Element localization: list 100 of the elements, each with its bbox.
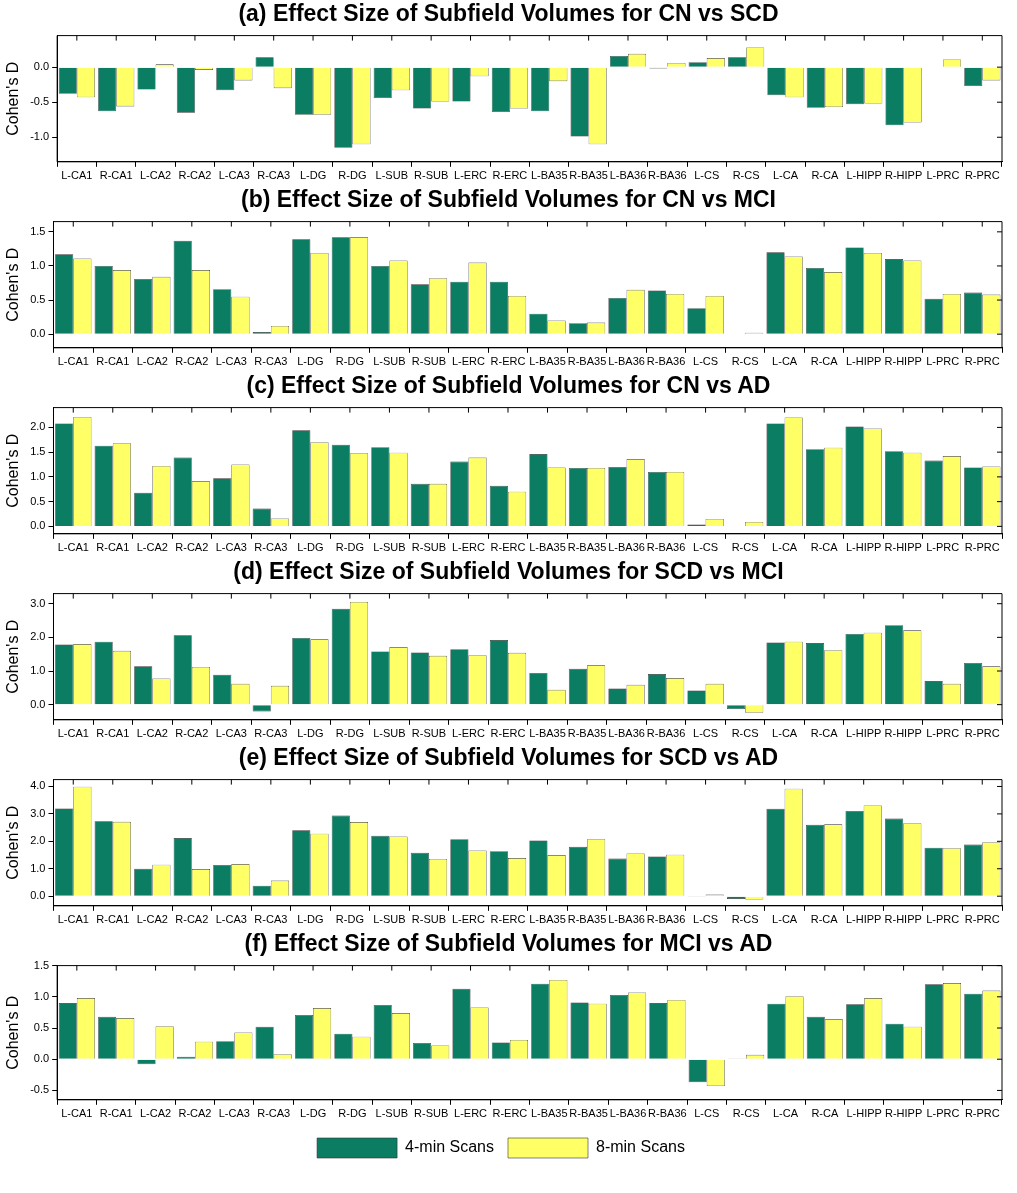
y-axis-title: Cohen's D <box>4 247 22 322</box>
x-tick-label: L-CA1 <box>61 169 93 182</box>
x-tick-label: L-CA1 <box>61 1107 93 1120</box>
x-tick-label: R-BA35 <box>569 1107 608 1120</box>
x-tick-label: R-CA1 <box>96 913 130 926</box>
x-tick-label: R-DG <box>335 541 364 554</box>
x-tick-label: L-DG <box>297 727 324 740</box>
legend-label: 4-min Scans <box>405 1138 494 1156</box>
legend-label: 8-min Scans <box>596 1138 685 1156</box>
x-tick-label: L-CS <box>693 913 719 926</box>
x-tick-label: L-BA36 <box>609 1107 647 1120</box>
x-tick-label: L-SUB <box>373 913 406 926</box>
x-tick-label: R-CS <box>731 355 759 368</box>
y-tick-label: 2.0 <box>30 420 46 433</box>
x-tick-label: R-HIPP <box>884 169 923 182</box>
x-tick-label: L-BA35 <box>530 169 568 182</box>
x-tick-label: R-BA36 <box>646 727 686 740</box>
x-tick-label: L-DG <box>297 541 324 554</box>
x-tick-label: R-BA36 <box>648 169 687 182</box>
x-tick-label: L-SUB <box>373 355 406 368</box>
y-tick-label: -1.0 <box>30 130 50 143</box>
x-tick-label: R-CA2 <box>178 169 212 182</box>
x-tick-label: R-HIPP <box>884 355 922 368</box>
x-tick-label: R-CA1 <box>99 1107 133 1120</box>
x-tick-label: L-PRC <box>926 355 960 368</box>
x-tick-label: L-CA <box>772 727 798 740</box>
chart-title: (d) Effect Size of Subfield Volumes for SCD vs MCI <box>232 558 785 584</box>
x-tick-label: R-BA35 <box>569 169 608 182</box>
y-tick-label: 2.0 <box>30 834 46 847</box>
y-tick-label: 3.0 <box>30 596 46 609</box>
chart-title: (e) Effect Size of Subfield Volumes for SCD vs AD <box>237 744 780 770</box>
x-tick-label: R-BA35 <box>567 727 607 740</box>
x-tick-label: L-HIPP <box>845 541 882 554</box>
x-tick-label: L-CS <box>693 727 719 740</box>
x-tick-label: L-CA <box>772 913 798 926</box>
x-tick-label: R-CA2 <box>175 355 209 368</box>
y-tick-label: 1.5 <box>30 224 46 237</box>
x-tick-label: L-SUB <box>373 541 406 554</box>
x-tick-label: R-PRC <box>964 727 1000 740</box>
x-tick-label: R-CA3 <box>257 169 291 182</box>
x-tick-label: L-CA1 <box>57 355 89 368</box>
x-tick-label: R-CS <box>731 727 759 740</box>
y-axis-title: Cohen's D <box>4 995 22 1070</box>
x-tick-label: L-CA3 <box>215 727 247 740</box>
y-tick-label: 0.0 <box>30 697 46 710</box>
x-tick-label: L-CA2 <box>136 541 168 554</box>
y-tick-label: 0.5 <box>30 293 46 306</box>
x-tick-label: R-ERC <box>492 1107 528 1120</box>
x-tick-label: R-PRC <box>964 1107 1000 1120</box>
x-tick-label: L-ERC <box>451 913 486 926</box>
x-tick-label: L-HIPP <box>845 727 882 740</box>
x-tick-label: R-SUB <box>414 1107 449 1120</box>
x-tick-label: R-CA2 <box>175 541 209 554</box>
x-tick-label: R-CA3 <box>254 913 288 926</box>
x-tick-label: L-SUB <box>375 169 408 182</box>
x-tick-label: R-BA36 <box>646 541 686 554</box>
x-tick-label: R-ERC <box>490 541 526 554</box>
y-tick-label: 1.0 <box>33 989 50 1002</box>
x-tick-label: L-BA35 <box>529 355 566 368</box>
x-tick-label: R-DG <box>338 1107 367 1120</box>
x-tick-label: L-BA35 <box>529 541 566 554</box>
x-tick-label: L-CA3 <box>218 1107 250 1120</box>
x-tick-label: L-SUB <box>375 1107 408 1120</box>
x-tick-label: R-BA36 <box>646 913 686 926</box>
x-tick-label: L-CA1 <box>57 541 89 554</box>
x-tick-label: R-SUB <box>411 913 447 926</box>
x-tick-label: R-CA3 <box>254 355 288 368</box>
x-tick-label: R-CA2 <box>178 1107 212 1120</box>
y-tick-label: 0.5 <box>33 1021 50 1034</box>
x-tick-label: L-HIPP <box>845 913 882 926</box>
x-tick-label: R-HIPP <box>884 1107 923 1120</box>
x-tick-label: L-PRC <box>926 541 960 554</box>
x-tick-label: R-DG <box>335 913 364 926</box>
y-tick-label: 0.0 <box>30 519 46 532</box>
y-tick-label: 0.0 <box>33 1052 50 1065</box>
x-tick-label: L-CA3 <box>215 355 247 368</box>
x-tick-label: R-DG <box>335 727 364 740</box>
x-tick-label: R-CA1 <box>96 727 130 740</box>
x-tick-label: R-ERC <box>492 169 528 182</box>
y-tick-label: 4.0 <box>30 779 46 792</box>
x-tick-label: R-BA35 <box>567 913 607 926</box>
x-tick-label: L-BA35 <box>529 727 566 740</box>
x-tick-label: R-CA2 <box>175 913 209 926</box>
x-tick-label: R-BA35 <box>567 355 607 368</box>
x-tick-label: L-PRC <box>926 169 960 182</box>
x-tick-label: L-CA1 <box>57 727 89 740</box>
x-tick-label: R-CA1 <box>96 541 130 554</box>
x-tick-label: R-PRC <box>964 355 1000 368</box>
x-tick-label: L-DG <box>299 169 327 182</box>
x-tick-label: L-CA <box>772 1107 799 1120</box>
x-tick-label: R-ERC <box>490 355 526 368</box>
x-tick-label: L-BA36 <box>608 913 645 926</box>
x-tick-label: R-PRC <box>964 913 1000 926</box>
x-tick-label: R-CA <box>811 169 839 182</box>
x-tick-label: R-CA <box>811 1107 839 1120</box>
y-tick-label: 1.0 <box>30 861 46 874</box>
x-tick-label: L-CA2 <box>139 1107 172 1120</box>
x-tick-label: R-PRC <box>964 541 1000 554</box>
x-tick-label: R-CA2 <box>175 727 209 740</box>
y-tick-label: 1.5 <box>30 445 46 458</box>
